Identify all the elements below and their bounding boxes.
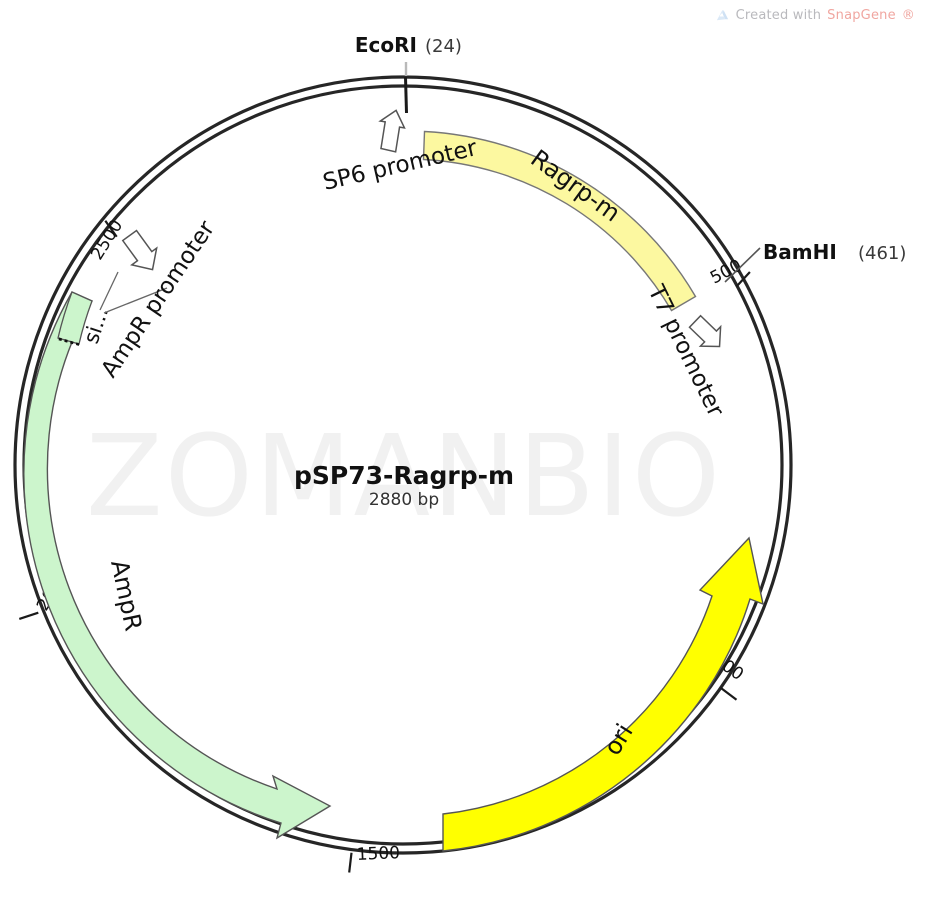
snapgene-prefix-label: Created with bbox=[735, 8, 822, 23]
feature-label-ampr: AmpR bbox=[105, 557, 147, 633]
enzyme-site-bamhi[interactable] bbox=[724, 247, 761, 283]
snapgene-brand-label: SnapGene bbox=[827, 8, 896, 23]
feature-ragrp-m[interactable] bbox=[422, 130, 697, 312]
plasmid-length-label: 2880 bp bbox=[369, 490, 439, 510]
enzyme-site-ecori[interactable] bbox=[404, 62, 408, 114]
feature-ori[interactable] bbox=[442, 536, 764, 852]
feature-ampr[interactable] bbox=[23, 291, 332, 840]
feature-t7-promoter[interactable] bbox=[685, 311, 730, 355]
bamhi-name-label: BamHI bbox=[763, 240, 837, 264]
snapgene-registered-mark: ® bbox=[901, 8, 915, 23]
enzyme-site-ecori-label: EcoRI (24) bbox=[355, 33, 462, 57]
plasmid-name-label: pSP73-Ragrp-m bbox=[294, 461, 514, 490]
ruler-label-1500: 1500 bbox=[356, 843, 400, 865]
bamhi-position-label: (461) bbox=[858, 243, 906, 264]
watermark-text: ZOMANBIO bbox=[86, 412, 722, 542]
snapgene-attribution: Created with SnapGene ® bbox=[715, 8, 915, 23]
ruler-label-2500: 2500 bbox=[87, 216, 127, 263]
ecori-position-label: (24) bbox=[425, 36, 462, 57]
snapgene-logo-icon bbox=[715, 8, 730, 23]
feature-sp6-promoter[interactable] bbox=[376, 108, 407, 153]
ecori-name-label: EcoRI bbox=[355, 33, 417, 57]
enzyme-site-bamhi-label: BamHI (461) bbox=[763, 240, 906, 264]
feature-label-sp6-promoter: SP6 promoter bbox=[321, 135, 480, 196]
feature-ampr-promoter[interactable] bbox=[99, 227, 168, 314]
feature-signal-peptide[interactable] bbox=[57, 291, 93, 346]
ruler-ticks bbox=[18, 220, 751, 873]
